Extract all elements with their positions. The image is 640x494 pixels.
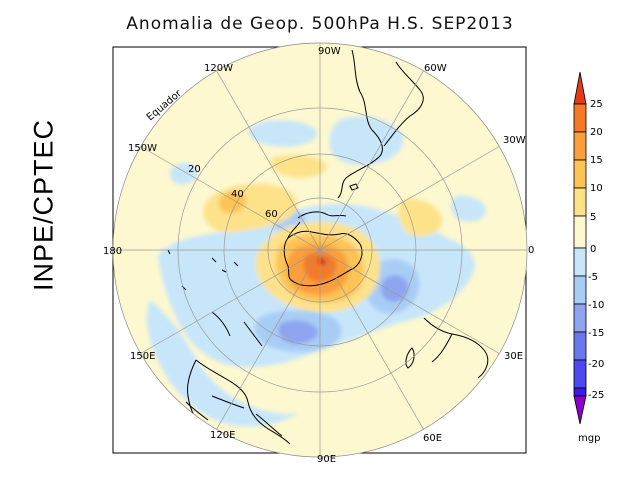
neg-anomaly-max-south	[277, 320, 319, 344]
legend-band-n20	[573, 359, 587, 389]
legend-band-p15	[573, 131, 587, 161]
coast-falkland	[349, 183, 359, 191]
pos-anomaly-core-pacific	[219, 191, 246, 214]
legend-band-n15	[573, 331, 587, 361]
lon-label-60w: 60W	[424, 63, 447, 74]
legend-band-p20	[573, 103, 587, 133]
legend-band-z0	[573, 247, 587, 277]
coast-pacific-islands	[167, 249, 239, 291]
legend-ticks: 25 20 15 10 5 0 -5 -10 -15 -20 -25 mgp	[578, 99, 604, 444]
legend-tick-m5: -5	[588, 272, 598, 283]
lon-label-150w: 150W	[128, 143, 157, 154]
lon-label-120w: 120W	[204, 63, 233, 74]
lon-label-90w: 90W	[318, 46, 341, 57]
lon-label-120e: 120E	[210, 430, 235, 441]
legend-band-p5	[573, 187, 587, 217]
coast-new-zealand	[211, 311, 263, 347]
legend-band-p0	[573, 215, 587, 249]
coast-southeast-asia	[185, 395, 283, 437]
legend-tick-10: 10	[590, 183, 603, 194]
legend-arrow-bottom	[573, 395, 587, 425]
neg-anomaly-max-indian	[381, 275, 409, 302]
neg-anomaly-region-east	[451, 195, 486, 222]
lon-label-150e: 150E	[130, 351, 155, 362]
coast-madagascar	[405, 347, 415, 369]
legend-arrow-top	[573, 71, 587, 105]
lat-label-40: 40	[231, 189, 244, 200]
neg-anomaly-region-pacific-west	[170, 163, 198, 185]
lon-label-90e: 90E	[317, 454, 336, 465]
legend-tick-m10: -10	[588, 300, 604, 311]
lon-labels: 0 30W 60W 90W 120W 150W 180 150E 120E 90…	[103, 46, 534, 465]
legend-tick-m20: -20	[588, 359, 604, 370]
legend-tick-15: 15	[590, 155, 603, 166]
lon-label-60e: 60E	[423, 433, 442, 444]
lat-label-20: 20	[188, 164, 201, 175]
legend-tick-m15: -15	[588, 328, 604, 339]
graticule	[112, 42, 528, 458]
legend-tick-20: 20	[590, 127, 603, 138]
coast-africa	[423, 317, 489, 379]
map-title: Anomalia de Geop. 500hPa H.S. SEP2013	[126, 14, 514, 34]
legend-tick-m25: -25	[588, 390, 604, 401]
legend-tick-0: 0	[590, 244, 596, 255]
legend-band-n5	[573, 275, 587, 305]
lon-label-30e: 30E	[504, 351, 523, 362]
meridian-60e-120w	[216, 70, 424, 430]
neg-anomaly-region-southatlantic	[329, 116, 404, 166]
legend-tick-25: 25	[590, 99, 603, 110]
legend-band-p10	[573, 159, 587, 189]
lon-label-0: 0	[528, 245, 534, 256]
legend-band-n10	[573, 303, 587, 333]
legend-unit: mgp	[578, 433, 600, 444]
lon-label-180: 180	[103, 246, 122, 257]
lon-label-30w: 30W	[503, 135, 526, 146]
legend-tick-5: 5	[590, 212, 596, 223]
pos-anomaly-region-atlantic	[398, 198, 443, 237]
coast-antarctic-peninsula	[287, 211, 347, 239]
neg-anomaly-region-pacific-north	[248, 120, 317, 147]
legend-band-n25	[573, 387, 587, 397]
lat-label-60: 60	[265, 209, 278, 220]
neg-anomaly-region-southwest	[146, 300, 300, 427]
